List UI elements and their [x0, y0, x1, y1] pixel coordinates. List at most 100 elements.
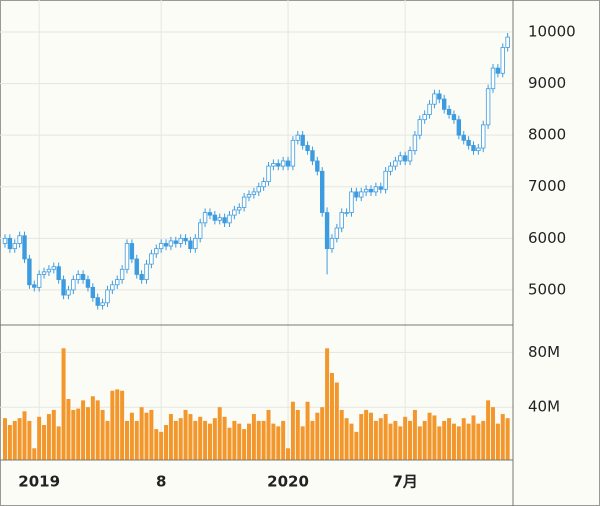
volume-bar: [466, 423, 471, 460]
candle-body: [485, 88, 491, 126]
candle-body: [368, 188, 374, 193]
volume-bar: [110, 390, 115, 460]
volume-bar: [295, 409, 300, 460]
volume-bar: [432, 415, 437, 460]
candle-body: [339, 212, 344, 229]
volume-bar: [505, 418, 510, 460]
volume-bar: [120, 390, 125, 460]
candle-body: [363, 188, 369, 193]
volume-bar: [427, 412, 432, 460]
volume-bar: [149, 409, 154, 460]
volume-bar: [198, 416, 203, 460]
volume-bar: [310, 420, 315, 460]
candle-body: [12, 243, 17, 250]
volume-bar: [417, 426, 422, 460]
candle-body: [212, 214, 218, 221]
marks: [2, 33, 510, 460]
volume-bar: [369, 412, 373, 460]
volume-bar: [422, 420, 427, 460]
candle-body: [227, 214, 232, 224]
candle-body: [324, 212, 330, 250]
candle-body: [388, 165, 393, 172]
candle-body: [115, 279, 120, 286]
candle-body: [295, 134, 300, 141]
volume-bar: [56, 426, 61, 460]
y-tick-label: 40M: [528, 398, 560, 416]
volume-bar: [168, 414, 173, 460]
volume-bar: [476, 423, 481, 460]
volume-bar: [232, 420, 237, 460]
x-tick-label: 2019: [18, 473, 60, 491]
candle-body: [500, 47, 505, 74]
candle-body: [158, 243, 164, 250]
candle-body: [188, 240, 193, 250]
volume-bar: [290, 401, 295, 460]
candle-body: [32, 284, 37, 288]
volume-bar: [286, 448, 291, 460]
volume-bar: [412, 409, 417, 460]
candle-body: [319, 170, 325, 213]
candle-body: [476, 147, 481, 152]
candle-body: [95, 297, 100, 306]
candle-body: [334, 227, 340, 239]
y-tick-label: 8000: [528, 126, 566, 144]
volume-bar: [495, 423, 500, 460]
volume-bar: [71, 409, 76, 460]
candle-body: [222, 217, 227, 224]
candle-body: [373, 186, 379, 193]
y-tick-label: 9000: [528, 74, 566, 92]
candle-body: [241, 196, 247, 208]
candle-body: [422, 114, 427, 121]
candle-body: [119, 268, 125, 281]
candle-body: [466, 139, 471, 146]
candle-body: [383, 170, 388, 190]
volume-bar: [66, 398, 71, 460]
volume-bar: [46, 414, 51, 460]
volume-bar: [300, 426, 305, 460]
volume-bar: [100, 409, 105, 460]
volume-bar: [398, 426, 403, 460]
volume-bar: [27, 420, 32, 460]
volume-bar: [159, 431, 164, 460]
volume-bar: [364, 409, 369, 460]
candle-body: [183, 237, 188, 242]
volume-bar: [32, 448, 37, 460]
volume-bar: [188, 414, 193, 460]
candle-body: [149, 253, 154, 265]
candle-body: [197, 222, 203, 239]
candle-body: [315, 160, 320, 172]
volume-bar: [134, 420, 139, 460]
candle-body: [329, 237, 335, 250]
volume-bar: [178, 418, 183, 460]
candle-body: [359, 191, 364, 198]
candle-body: [505, 36, 510, 48]
candle-body: [441, 98, 447, 110]
grid: [0, 0, 513, 460]
candle-body: [285, 160, 291, 167]
volume-bar: [481, 420, 486, 460]
volume-bar: [247, 423, 251, 460]
candle-body: [154, 248, 159, 255]
candle-body: [495, 67, 501, 74]
candle-body: [256, 186, 261, 193]
candle-body: [41, 271, 47, 275]
candle-body: [417, 119, 422, 136]
candle-body: [300, 134, 305, 146]
candle-body: [71, 279, 76, 291]
volume-bar: [203, 420, 208, 460]
volume-bar: [222, 416, 227, 460]
volume-bar: [325, 348, 330, 460]
volume-bar: [7, 425, 12, 460]
candle-body: [305, 145, 310, 152]
candle-body: [271, 163, 276, 167]
volume-bar: [442, 420, 447, 460]
volume-bar: [207, 423, 212, 460]
candle-body: [290, 139, 296, 167]
candle-body: [173, 240, 178, 244]
volume-bar: [334, 382, 339, 460]
volume-bar: [183, 409, 188, 460]
volume-bar: [90, 396, 95, 460]
candle-body: [36, 274, 42, 288]
candle-body: [398, 155, 403, 162]
